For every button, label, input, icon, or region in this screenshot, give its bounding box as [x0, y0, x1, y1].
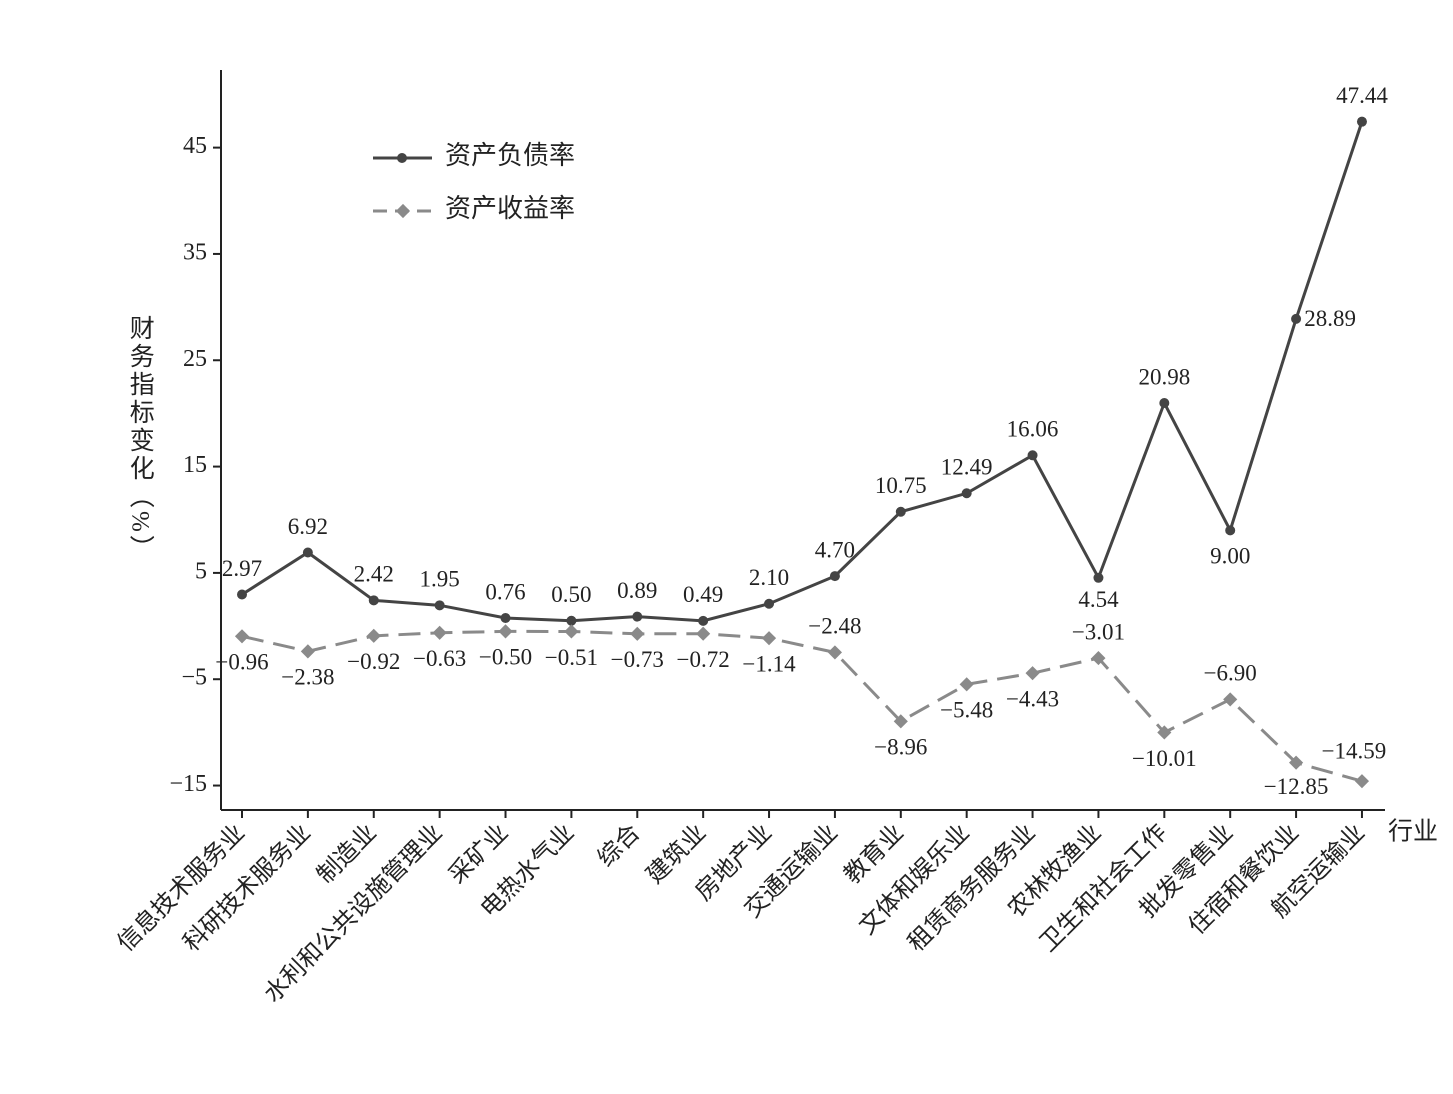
- marker: [368, 595, 379, 606]
- data-label: 0.50: [551, 582, 591, 607]
- data-label: −0.96: [215, 650, 268, 675]
- y-tick-label: −15: [169, 771, 207, 797]
- data-label: 0.89: [617, 578, 657, 603]
- data-label: 12.49: [941, 455, 993, 480]
- legend-label: 资产负债率: [445, 141, 575, 170]
- marker: [566, 615, 577, 626]
- marker: [564, 624, 579, 639]
- data-label: 9.00: [1210, 544, 1250, 569]
- data-label: −1.14: [742, 651, 796, 676]
- data-label: −2.38: [281, 665, 334, 690]
- y-tick-label: 5: [195, 558, 207, 584]
- marker: [1291, 313, 1302, 324]
- marker: [302, 547, 313, 558]
- marker: [1356, 116, 1367, 127]
- data-label: 16.06: [1007, 417, 1059, 442]
- data-label: −4.43: [1006, 686, 1059, 711]
- y-tick-label: 45: [183, 133, 207, 159]
- x-axis-label: 行业: [1388, 818, 1438, 846]
- marker: [764, 598, 775, 609]
- y-tick-label: 25: [183, 346, 207, 372]
- y-tick-label: 35: [183, 239, 207, 265]
- legend-label: 资产收益率: [445, 194, 575, 223]
- marker: [961, 488, 972, 499]
- data-label: −5.48: [940, 698, 993, 723]
- series-line: [241, 629, 1363, 783]
- data-label: −14.59: [1322, 738, 1387, 763]
- y-tick-label: 15: [183, 452, 207, 478]
- data-label: −2.48: [808, 614, 861, 639]
- data-label: 6.92: [288, 514, 328, 539]
- marker: [1091, 650, 1106, 666]
- data-label: −6.90: [1204, 661, 1257, 686]
- legend-marker: [397, 153, 407, 163]
- marker: [434, 600, 445, 611]
- data-label: −0.51: [545, 645, 598, 670]
- data-label: −0.63: [413, 646, 466, 671]
- marker: [696, 626, 711, 641]
- marker: [959, 677, 974, 692]
- marker: [300, 644, 315, 659]
- data-label: 1.95: [420, 567, 460, 592]
- marker: [234, 629, 250, 644]
- data-label: 2.10: [749, 565, 789, 590]
- marker: [366, 628, 381, 643]
- marker: [893, 714, 908, 729]
- marker: [1354, 774, 1370, 789]
- data-label: −10.01: [1132, 746, 1197, 771]
- data-label: −0.72: [677, 647, 730, 672]
- marker: [1093, 572, 1104, 583]
- marker: [1027, 450, 1038, 461]
- legend-marker: [395, 203, 411, 219]
- marker: [237, 589, 247, 600]
- marker: [698, 615, 709, 626]
- data-label: 20.98: [1138, 364, 1190, 389]
- data-label: −3.01: [1072, 619, 1125, 644]
- y-axis-label: 财务指标变化（%）: [126, 315, 155, 563]
- marker: [632, 611, 643, 622]
- data-label: 10.75: [875, 473, 927, 498]
- marker: [827, 645, 842, 660]
- data-label: −0.73: [611, 647, 664, 672]
- marker: [630, 626, 645, 641]
- marker: [500, 612, 511, 623]
- marker: [829, 571, 840, 582]
- x-tick-label: 综合: [592, 819, 645, 872]
- data-label: 28.89: [1304, 306, 1356, 331]
- marker: [1025, 666, 1040, 681]
- y-tick-label: −5: [181, 665, 207, 691]
- data-label: −0.50: [479, 645, 532, 670]
- marker: [432, 625, 447, 640]
- data-label: 2.42: [354, 562, 394, 587]
- data-label: 2.97: [222, 556, 262, 581]
- marker: [1223, 692, 1238, 707]
- data-label: 0.49: [683, 582, 723, 607]
- data-label: −8.96: [874, 735, 927, 760]
- data-label: 0.76: [485, 579, 525, 604]
- marker: [1225, 525, 1236, 536]
- data-label: −12.85: [1264, 774, 1329, 799]
- data-label: −0.92: [347, 649, 400, 674]
- marker: [1289, 755, 1304, 770]
- marker: [498, 624, 513, 639]
- marker: [761, 631, 777, 646]
- data-label: 47.44: [1336, 83, 1388, 108]
- series-line: [241, 121, 1364, 623]
- data-label: 4.70: [815, 537, 855, 562]
- marker: [895, 506, 906, 517]
- marker: [1157, 725, 1172, 740]
- data-label: 4.54: [1078, 587, 1119, 612]
- marker: [1159, 398, 1170, 408]
